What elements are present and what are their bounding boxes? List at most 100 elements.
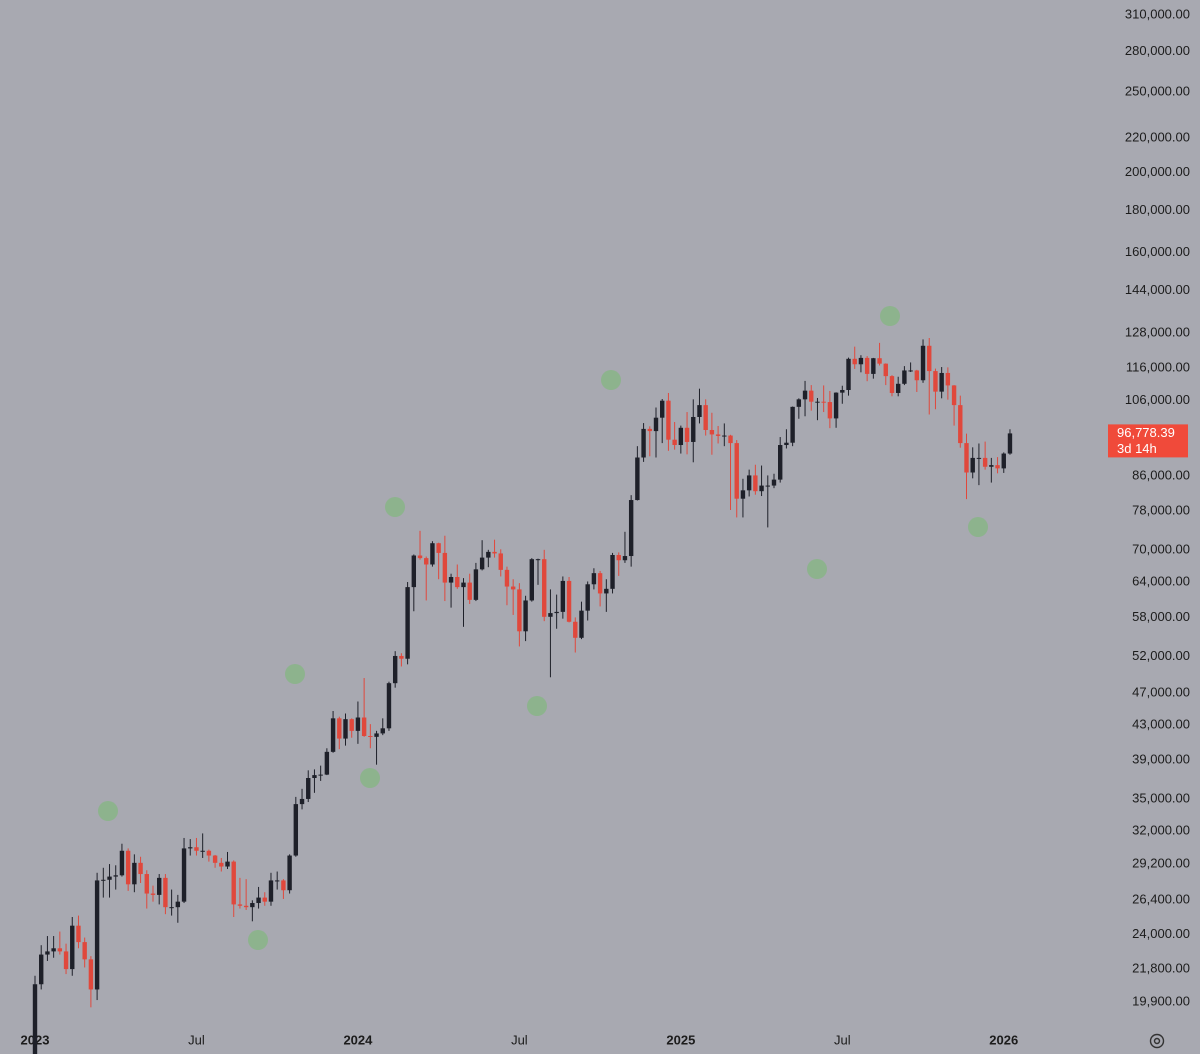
y-tick-label: 32,000.00 [1132, 823, 1190, 838]
candle-body [386, 683, 392, 729]
candle-body [591, 573, 597, 585]
candle-body [535, 559, 541, 561]
candle-body [268, 880, 274, 902]
y-tick-label: 310,000.00 [1125, 6, 1190, 21]
marker-dot [285, 664, 305, 684]
gear-center[interactable] [1153, 1037, 1161, 1045]
settings-icon[interactable] [1149, 1033, 1165, 1049]
candle-body [958, 405, 963, 444]
candle-body [188, 847, 193, 849]
candle-body [231, 861, 236, 905]
candle-body [672, 439, 677, 446]
candle-body [684, 427, 690, 442]
candle-body [846, 358, 851, 390]
y-tick-label: 21,800.00 [1132, 961, 1190, 976]
candle-body [70, 925, 75, 970]
marker-dot [385, 497, 405, 517]
candle-body [57, 948, 63, 952]
candle-body [995, 465, 1000, 469]
candle-body [871, 358, 876, 374]
y-tick-label: 47,000.00 [1132, 684, 1190, 699]
x-tick-label: 2024 [343, 1032, 373, 1047]
gear-outline[interactable] [1149, 1033, 1165, 1049]
candle-body [548, 613, 553, 617]
candle-body [542, 559, 547, 617]
candle-body [287, 855, 292, 891]
candle-body [678, 427, 684, 446]
y-tick-label: 78,000.00 [1132, 502, 1190, 517]
candle-body [399, 655, 404, 659]
x-tick-label: 2026 [989, 1032, 1018, 1047]
candle-body [212, 855, 218, 863]
candle-body [753, 475, 758, 492]
candle-body [324, 751, 330, 775]
candle-body [784, 442, 789, 446]
candle-body [467, 582, 472, 600]
candle-body [858, 357, 864, 365]
candle-body [765, 485, 770, 487]
x-tick-label: 2025 [666, 1032, 695, 1047]
candle-body [529, 559, 534, 601]
candle-body [566, 580, 572, 622]
candle-body [125, 850, 131, 885]
candle-body [498, 553, 503, 570]
candle-body [771, 479, 777, 486]
y-tick-label: 29,200.00 [1132, 855, 1190, 870]
candle-body [76, 925, 81, 943]
candle-body [809, 390, 814, 402]
candle-body [976, 457, 982, 459]
candle-body [895, 383, 901, 393]
candle-body [728, 435, 733, 444]
y-tick-label: 116,000.00 [1126, 360, 1190, 375]
y-tick-label: 144,000.00 [1125, 282, 1190, 297]
y-tick-label: 106,000.00 [1125, 392, 1190, 407]
candle-body [604, 588, 609, 594]
y-tick-label: 128,000.00 [1125, 324, 1190, 339]
candle-body [101, 879, 106, 881]
candle-body [51, 948, 56, 952]
candle-body [39, 954, 44, 985]
candle-body [417, 555, 423, 559]
y-tick-label: 160,000.00 [1125, 244, 1190, 259]
candle-body [132, 862, 137, 885]
candle-body [455, 577, 460, 588]
candle-body [504, 569, 510, 587]
candle-body [119, 850, 125, 876]
candle-body [778, 445, 783, 480]
candle-body [908, 370, 913, 372]
candle-body [94, 880, 100, 990]
y-tick-label: 26,400.00 [1132, 892, 1190, 907]
candle-body [635, 457, 640, 501]
candle-body [424, 558, 429, 565]
x-tick-label: Jul [834, 1032, 851, 1047]
candle-body [722, 435, 727, 437]
candle-body [107, 876, 112, 880]
candle-body [573, 621, 578, 638]
candle-body [1007, 433, 1013, 454]
candle-body [430, 543, 435, 565]
candle-body [970, 457, 975, 473]
candle-body [337, 718, 342, 739]
marker-dot [98, 801, 118, 821]
candle-body [554, 611, 559, 614]
candle-body [660, 400, 665, 418]
candle-body [989, 465, 994, 467]
candle-body [746, 475, 752, 491]
candle-body [517, 589, 522, 632]
candle-body [647, 428, 652, 432]
candle-body [560, 580, 566, 612]
annotation-dots [98, 306, 988, 950]
y-tick-label: 19,900.00 [1132, 993, 1190, 1008]
candle-body [579, 610, 584, 638]
candle-body [523, 600, 528, 632]
price-label: 96,778.39 [1117, 425, 1175, 440]
candle-body [479, 557, 485, 570]
candle-body [927, 345, 932, 372]
candle-body [815, 401, 820, 403]
candle-body [175, 901, 181, 908]
marker-dot [248, 930, 268, 950]
candle-body [63, 951, 69, 970]
candle-body [181, 848, 187, 902]
